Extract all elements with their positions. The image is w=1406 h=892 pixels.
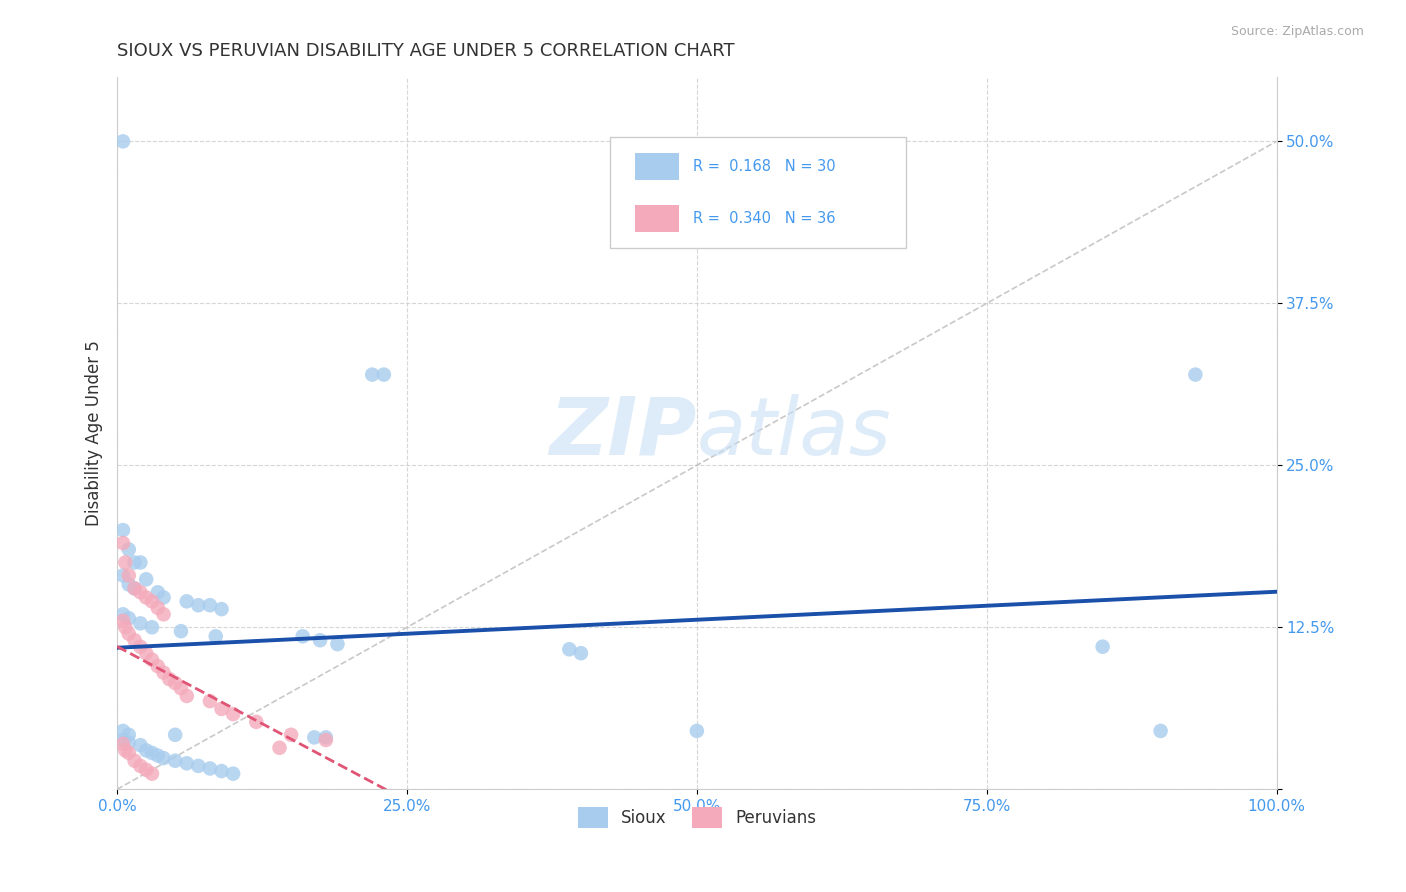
Point [280, 728, 302, 742]
Point [135, 763, 157, 777]
Point [165, 676, 187, 690]
Point [176, 689, 198, 703]
Point [114, 556, 136, 570]
Point [129, 759, 152, 773]
Point [211, 702, 233, 716]
Point [111, 134, 134, 148]
Point [176, 594, 198, 608]
Point [373, 368, 395, 382]
Point [152, 665, 174, 680]
Point [129, 738, 152, 752]
Text: Source: ZipAtlas.com: Source: ZipAtlas.com [1230, 25, 1364, 38]
Point [291, 629, 314, 643]
Bar [636, 205, 679, 232]
Point [204, 629, 226, 643]
Point [315, 731, 337, 745]
Point [141, 594, 163, 608]
Point [129, 640, 152, 654]
Point [170, 624, 193, 639]
Point [269, 740, 291, 755]
Point [111, 568, 134, 582]
Point [135, 743, 157, 757]
Point [165, 728, 187, 742]
Point [309, 633, 332, 648]
Text: atlas: atlas [697, 394, 891, 472]
Point [141, 653, 163, 667]
Point [146, 585, 169, 599]
Point [114, 743, 136, 757]
Legend: Sioux, Peruvians: Sioux, Peruvians [571, 801, 823, 834]
Point [124, 556, 146, 570]
Point [118, 728, 141, 742]
Point [118, 746, 141, 760]
Point [111, 614, 134, 628]
Point [146, 748, 169, 763]
Point [124, 633, 146, 648]
Point [135, 572, 157, 586]
Point [187, 759, 209, 773]
Point [118, 626, 141, 640]
Point [558, 642, 581, 657]
Point [129, 616, 152, 631]
Point [222, 766, 245, 780]
Point [118, 577, 141, 591]
Point [152, 591, 174, 605]
Point [152, 607, 174, 622]
Point [245, 714, 267, 729]
Point [1184, 368, 1206, 382]
Point [111, 607, 134, 622]
Text: R =  0.340   N = 36: R = 0.340 N = 36 [693, 211, 837, 226]
Point [165, 754, 187, 768]
Point [315, 733, 337, 747]
Point [1149, 723, 1171, 738]
Point [304, 731, 326, 745]
Text: R =  0.168   N = 30: R = 0.168 N = 30 [693, 159, 837, 174]
Point [686, 723, 709, 738]
Point [146, 659, 169, 673]
Point [129, 585, 152, 599]
Point [111, 733, 134, 747]
Point [118, 542, 141, 557]
Point [141, 766, 163, 780]
Point [1091, 640, 1114, 654]
Point [176, 756, 198, 771]
Point [361, 368, 384, 382]
Point [211, 602, 233, 616]
Y-axis label: Disability Age Under 5: Disability Age Under 5 [86, 340, 103, 526]
Point [141, 620, 163, 634]
Point [198, 762, 221, 776]
Point [129, 556, 152, 570]
Point [141, 746, 163, 760]
Point [135, 646, 157, 660]
Text: ZIP: ZIP [550, 394, 697, 472]
Point [146, 600, 169, 615]
Point [111, 723, 134, 738]
Point [187, 599, 209, 613]
Text: SIOUX VS PERUVIAN DISABILITY AGE UNDER 5 CORRELATION CHART: SIOUX VS PERUVIAN DISABILITY AGE UNDER 5… [117, 42, 735, 60]
Point [569, 646, 592, 660]
Point [114, 620, 136, 634]
Point [111, 737, 134, 751]
Point [198, 599, 221, 613]
Point [111, 536, 134, 550]
Point [118, 568, 141, 582]
Point [118, 735, 141, 749]
Point [124, 754, 146, 768]
Point [198, 694, 221, 708]
Point [326, 637, 349, 651]
Point [222, 707, 245, 722]
Point [111, 523, 134, 537]
Point [135, 591, 157, 605]
Point [157, 672, 180, 686]
Point [124, 582, 146, 596]
Bar [636, 153, 679, 180]
Point [211, 764, 233, 778]
Point [170, 681, 193, 695]
FancyBboxPatch shape [610, 137, 905, 248]
Point [124, 582, 146, 596]
Point [118, 611, 141, 625]
Point [152, 751, 174, 765]
